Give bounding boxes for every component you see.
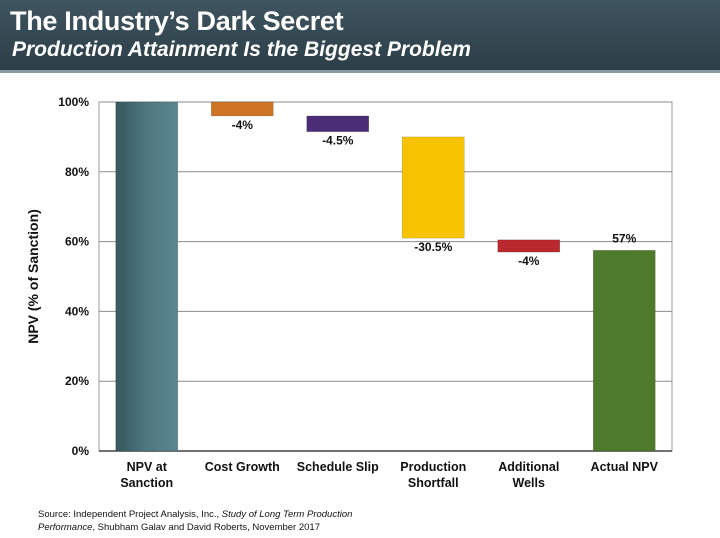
waterfall-bar xyxy=(593,250,656,452)
x-category-label: Shortfall xyxy=(408,476,459,490)
slide-title: The Industry’s Dark Secret xyxy=(10,6,344,36)
source-prefix: Source: Independent Project Analysis, In… xyxy=(38,509,222,520)
waterfall-bar xyxy=(306,115,369,132)
y-tick-label: 60% xyxy=(65,235,89,249)
source-study-title-1: Study of Long Term Production xyxy=(221,509,353,520)
waterfall-bar xyxy=(497,239,560,253)
x-category-label: Production xyxy=(400,460,466,474)
x-category-label: Actual NPV xyxy=(591,460,659,474)
waterfall-bar xyxy=(115,101,178,452)
source-citation: Source: Independent Project Analysis, In… xyxy=(38,508,352,534)
y-tick-label: 80% xyxy=(65,165,89,179)
bar-value-label: -30.5% xyxy=(414,240,452,254)
bar-value-label: -4% xyxy=(232,118,254,132)
y-tick-label: 40% xyxy=(65,304,89,318)
x-category-label: Additional xyxy=(498,460,559,474)
y-tick-label: 20% xyxy=(65,374,89,388)
x-category-label: Sanction xyxy=(120,476,173,490)
x-category-label: NPV at xyxy=(127,460,168,474)
waterfall-bar xyxy=(402,136,465,239)
x-category-label: Schedule Slip xyxy=(297,460,379,474)
bar-value-label: -4% xyxy=(518,254,540,268)
header-banner: The Industry’s Dark Secret Production At… xyxy=(0,0,720,73)
source-study-title-2: Performance xyxy=(38,522,93,533)
slide-subtitle: Production Attainment Is the Biggest Pro… xyxy=(12,38,471,61)
bar-value-label: -4.5% xyxy=(322,134,354,148)
plot-frame xyxy=(98,101,673,452)
y-axis-title: NPV (% of Sanction) xyxy=(25,209,41,344)
x-category-label: Wells xyxy=(513,476,545,490)
bar-value-label: 57% xyxy=(612,231,636,245)
source-suffix: , Shubham Galav and David Roberts, Novem… xyxy=(92,522,320,533)
waterfall-bar xyxy=(211,101,274,117)
y-tick-label: 100% xyxy=(58,95,89,109)
x-category-label: Cost Growth xyxy=(205,460,280,474)
y-tick-label: 0% xyxy=(72,444,90,458)
